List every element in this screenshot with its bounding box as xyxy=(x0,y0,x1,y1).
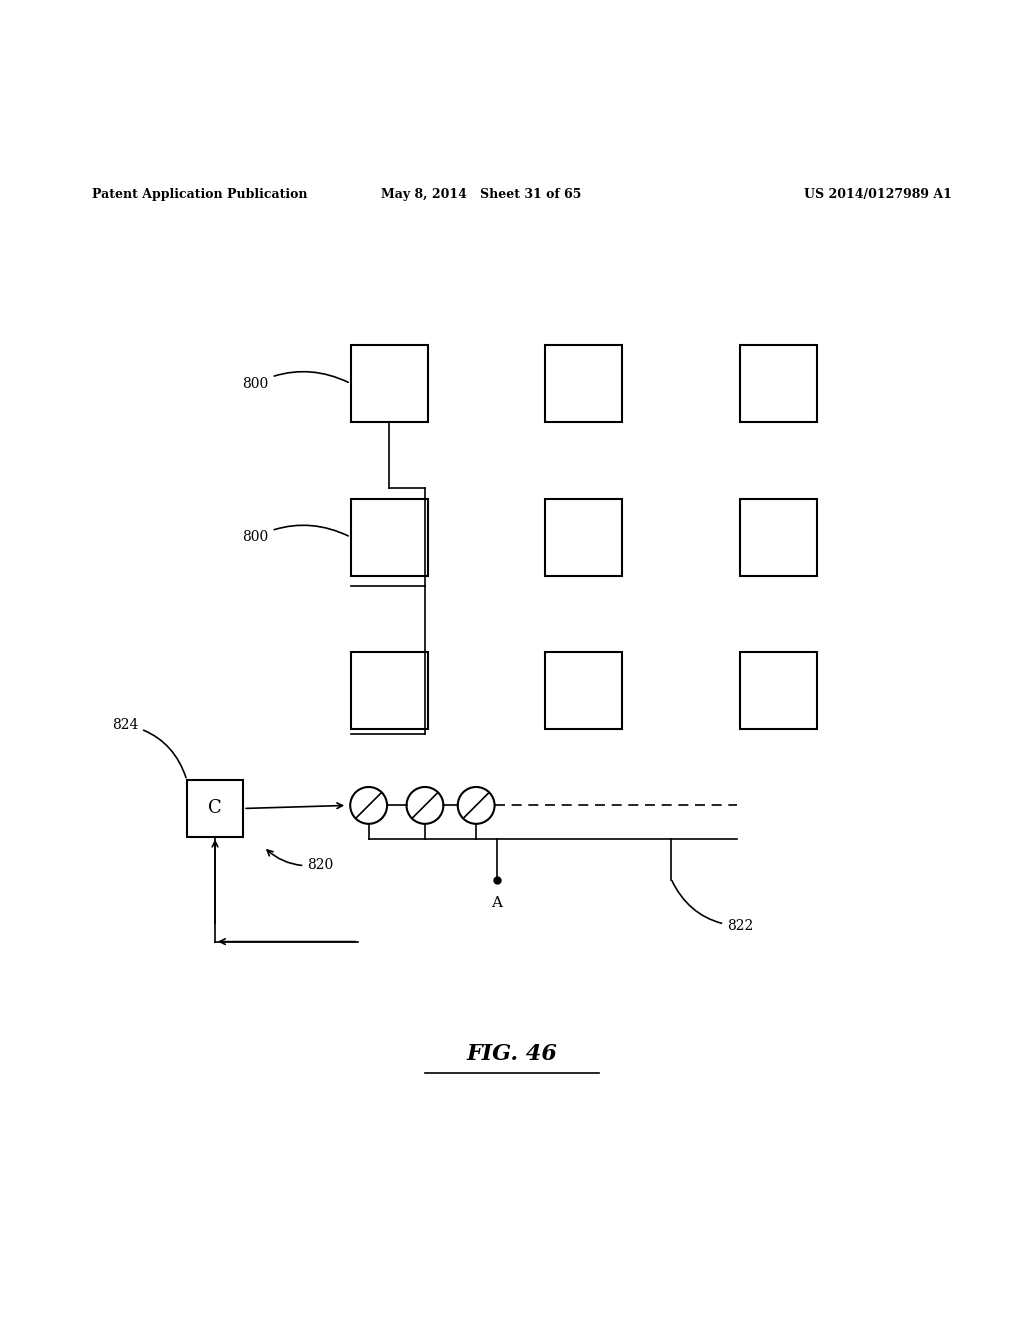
Text: Patent Application Publication: Patent Application Publication xyxy=(92,187,307,201)
Bar xyxy=(350,652,428,729)
Text: FIG. 46: FIG. 46 xyxy=(467,1043,557,1065)
Bar xyxy=(545,499,622,576)
Bar xyxy=(545,652,622,729)
Text: 820: 820 xyxy=(267,850,334,871)
Bar xyxy=(739,652,817,729)
Bar xyxy=(545,345,622,422)
Text: 822: 822 xyxy=(672,880,754,933)
Bar xyxy=(739,499,817,576)
Bar xyxy=(350,499,428,576)
Bar xyxy=(186,780,244,837)
Bar xyxy=(739,345,817,422)
Text: 824: 824 xyxy=(112,718,186,777)
Bar xyxy=(350,345,428,422)
Text: C: C xyxy=(208,800,222,817)
Text: A: A xyxy=(492,895,502,909)
Text: May 8, 2014   Sheet 31 of 65: May 8, 2014 Sheet 31 of 65 xyxy=(381,187,582,201)
Text: US 2014/0127989 A1: US 2014/0127989 A1 xyxy=(805,187,952,201)
Text: 800: 800 xyxy=(243,525,348,544)
Text: 800: 800 xyxy=(243,372,348,391)
